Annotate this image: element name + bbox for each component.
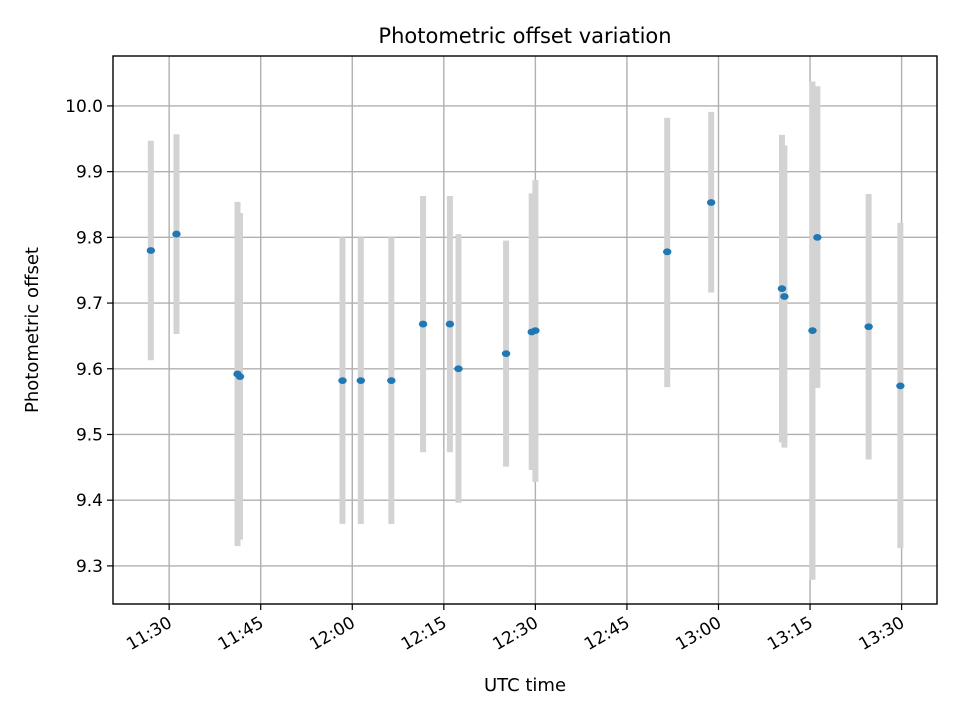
data-point [356,377,366,384]
data-point [235,373,245,381]
data-point [338,377,347,384]
y-tick-label: 10.0 [65,97,103,117]
data-point [418,320,428,328]
data-point [663,248,672,256]
y-tick-label: 9.7 [76,294,103,314]
data-point [864,323,873,331]
y-tick-label: 9.8 [76,228,103,248]
x-axis-label: UTC time [484,675,566,696]
data-point [780,293,789,300]
data-point [808,327,817,335]
y-tick-label: 9.9 [76,163,103,183]
data-point [777,285,787,293]
data-point [706,199,716,206]
y-tick-label: 9.3 [76,557,103,577]
y-tick-label: 9.6 [76,360,103,380]
data-point [813,233,822,241]
data-point [501,350,511,358]
data-point [445,320,455,328]
data-point [146,247,156,254]
data-point [387,377,396,384]
data-point [896,382,905,390]
y-axis-label: Photometric offset [22,247,43,413]
data-point [454,365,463,373]
data-point [172,230,181,238]
y-tick-label: 9.4 [76,491,103,511]
axes-frame [112,55,938,605]
data-point [531,327,540,335]
y-tick-label: 9.5 [76,425,103,445]
chart-title: Photometric offset variation [378,24,671,48]
data-points [146,199,905,390]
